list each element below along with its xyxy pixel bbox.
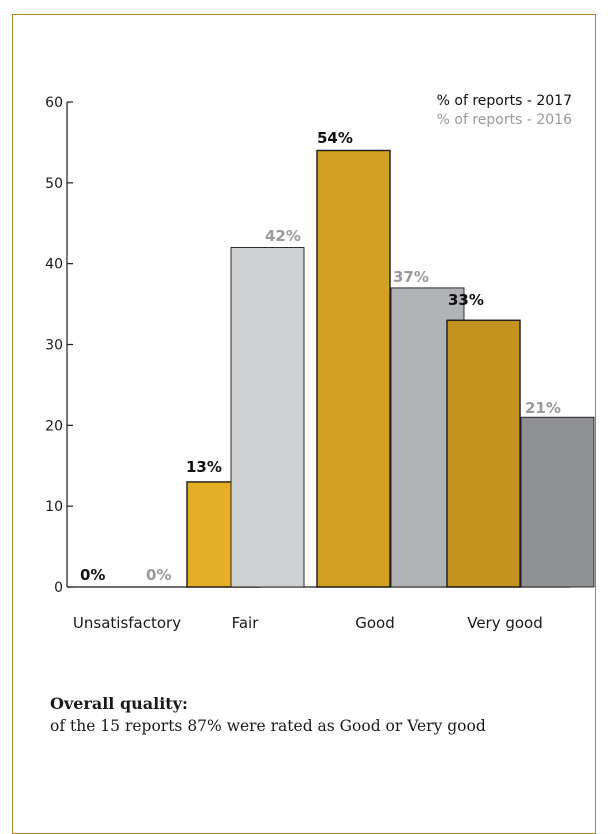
bar [520,416,595,588]
bar-chart: 0 10 20 30 40 50 60 0% 0% 13% 42% 54% 37% 33% 21% Uns… [45,93,595,632]
y-tick-label: 60 [45,95,63,111]
legend-item: % of reports - 2016 [437,112,572,128]
category-labels: Unsatisfactory Fair Good Very good [73,614,543,632]
chart-bars [186,149,595,588]
caption-text: of the 15 reports 87% were rated as Good… [50,717,486,735]
y-tick-label: 20 [45,418,63,434]
data-label: 13% [186,458,222,476]
data-label: 0% [80,566,105,584]
data-label: 42% [265,227,301,245]
data-label: 33% [448,291,484,309]
data-label: 21% [525,399,561,417]
y-tick-label: 30 [45,338,63,354]
chart-legend: % of reports - 2017 % of reports - 2016 [437,93,572,128]
category-label: Very good [467,614,543,632]
data-label: 37% [393,268,429,286]
bar [230,247,305,588]
y-tick-label: 40 [45,257,63,273]
legend-item: % of reports - 2017 [437,93,572,109]
category-label: Fair [232,614,260,632]
category-label: Unsatisfactory [73,614,181,632]
y-tick-label: 0 [54,580,63,596]
data-labels: 0% 0% 13% 42% 54% 37% 33% 21% [80,129,561,584]
caption: Overall quality: of the 15 reports 87% w… [50,694,590,735]
data-label: 0% [146,566,171,584]
bar [316,149,391,588]
caption-title: Overall quality: [50,694,188,713]
chart-axes: 0 10 20 30 40 50 60 [45,95,571,596]
bar [446,319,521,588]
y-tick-label: 50 [45,176,63,192]
data-label: 54% [317,129,353,147]
category-label: Good [355,614,395,632]
y-tick-label: 10 [45,499,63,515]
